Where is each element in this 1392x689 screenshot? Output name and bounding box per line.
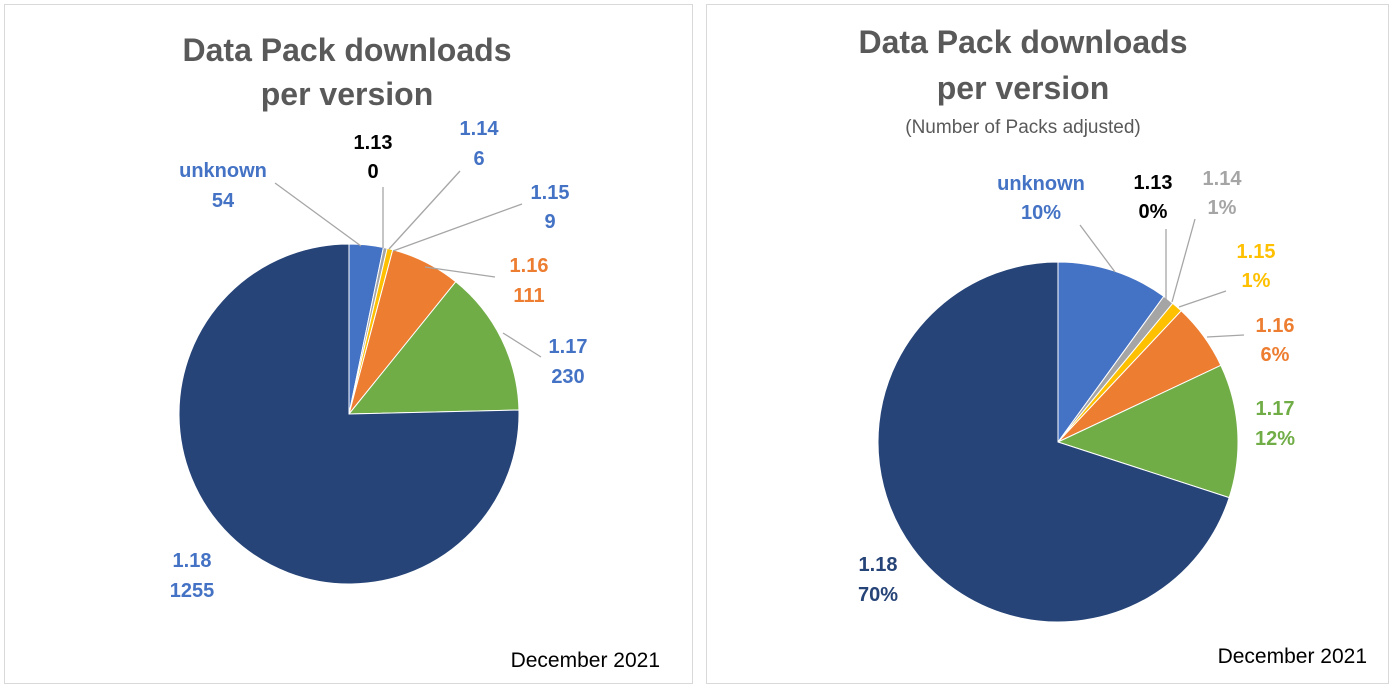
data-label-category-1-14: 1.14 xyxy=(460,118,500,140)
data-label-category-unknown: unknown xyxy=(997,173,1085,195)
data-label-value-1-18: 1255 xyxy=(170,580,215,602)
data-label-category-1-17: 1.17 xyxy=(1256,398,1295,420)
data-label-category-1-16: 1.16 xyxy=(510,255,549,277)
data-label-value-1-17: 230 xyxy=(551,366,584,388)
leader-line-1-15 xyxy=(1178,290,1227,308)
data-label-category-1-14: 1.14 xyxy=(1203,168,1243,190)
data-label-category-1-18: 1.18 xyxy=(859,554,898,576)
pie-slice-1-17 xyxy=(1056,364,1239,499)
data-label-value-1-15: 9 xyxy=(544,211,555,233)
data-label-category-1-17: 1.17 xyxy=(549,336,588,358)
data-label-value-1-16: 111 xyxy=(513,285,544,307)
data-label-value-1-14: 1% xyxy=(1208,197,1237,219)
chart-title-line-1: Data Pack downloads xyxy=(183,32,512,68)
chart-panel-left: Data Pack downloads per version unknown 5… xyxy=(4,4,693,684)
data-label-category-1-13: 1.13 xyxy=(1134,172,1173,194)
leader-line-1-14 xyxy=(1171,218,1196,303)
pie-slice-1-18 xyxy=(877,261,1230,623)
data-label-value-1-18: 70% xyxy=(858,584,898,606)
data-label-value-1-14: 6 xyxy=(473,148,484,170)
pie-chart-right: Data Pack downloads per version (Number … xyxy=(858,24,1367,668)
data-label-category-1-16: 1.16 xyxy=(1256,315,1295,337)
leaders-left xyxy=(274,170,542,358)
leader-line-1-14 xyxy=(388,170,461,250)
pie-slice-1-17 xyxy=(347,281,520,415)
data-label-category-1-18: 1.18 xyxy=(173,550,212,572)
data-label-value-1-13: 0 xyxy=(367,161,378,183)
data-label-value-unknown: 10% xyxy=(1021,202,1061,224)
leader-line-unknown xyxy=(1079,224,1116,273)
data-label-value-1-15: 1% xyxy=(1242,270,1271,292)
data-label-category-1-15: 1.15 xyxy=(531,182,570,204)
leader-line-unknown xyxy=(274,182,362,247)
data-label-value-1-17: 12% xyxy=(1255,428,1295,450)
leader-line-1-16 xyxy=(1206,334,1245,338)
data-label-value-unknown: 54 xyxy=(212,190,235,212)
labels-left: unknown 54 1.13 0 1.14 6 1.15 9 1.16 111 1.17 230 1.… xyxy=(170,118,588,602)
data-label-value-1-16: 6% xyxy=(1261,344,1290,366)
pie-slice-1-18 xyxy=(178,243,520,585)
slices-left xyxy=(178,243,520,585)
pie-chart-left: Data Pack downloads per version unknown 5… xyxy=(170,32,660,672)
chart-footer-date: December 2021 xyxy=(511,649,660,672)
leader-line-1-17 xyxy=(502,332,542,358)
leader-line-1-16 xyxy=(424,266,496,278)
labels-right: unknown10%1.130%1.141%1.151%1.166%1.1712… xyxy=(858,168,1295,606)
data-label-category-unknown: unknown xyxy=(179,160,267,182)
chart-footer-date: December 2021 xyxy=(1218,645,1367,668)
chart-title-line-2: per version xyxy=(937,70,1110,106)
chart-title-line-1: Data Pack downloads xyxy=(859,24,1188,60)
leaders-right xyxy=(1079,218,1245,338)
slices-right xyxy=(877,261,1239,623)
data-label-value-1-13: 0% xyxy=(1139,201,1168,223)
chart-title-line-2: per version xyxy=(261,76,434,112)
data-label-category-1-13: 1.13 xyxy=(354,132,393,154)
data-label-category-1-15: 1.15 xyxy=(1237,241,1276,263)
chart-panel-right: Data Pack downloads per version (Number … xyxy=(706,4,1389,684)
leader-line-1-15 xyxy=(392,203,523,252)
chart-subtitle: (Number of Packs adjusted) xyxy=(905,117,1141,138)
